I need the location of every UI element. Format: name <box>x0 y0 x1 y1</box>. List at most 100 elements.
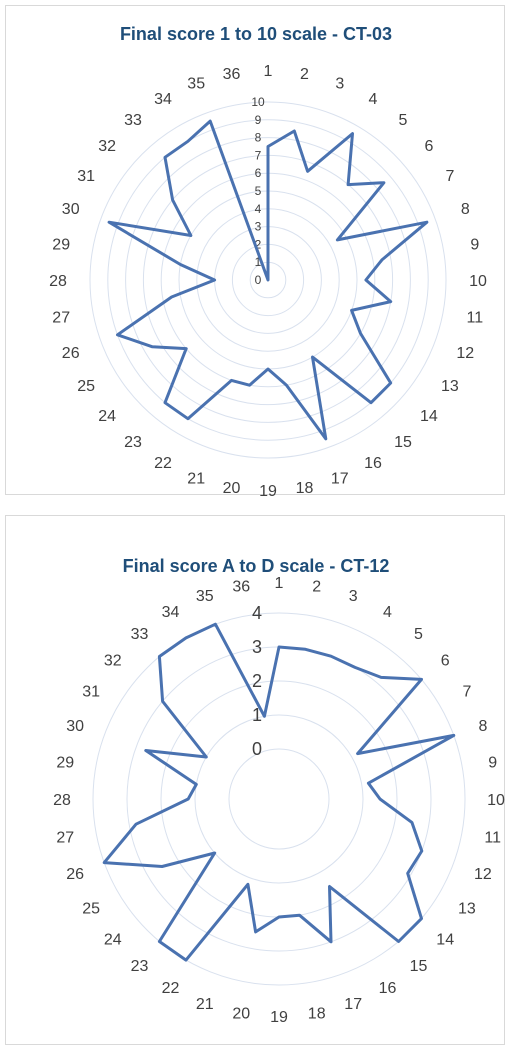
category-label: 16 <box>364 455 382 472</box>
radial-tick-label: 6 <box>255 166 262 180</box>
category-label: 22 <box>154 455 172 472</box>
category-label: 18 <box>308 1006 326 1023</box>
category-label: 26 <box>62 345 80 362</box>
category-label: 10 <box>469 273 487 290</box>
category-label: 1 <box>275 575 284 592</box>
chart-title: Final score 1 to 10 scale - CT-03 <box>120 24 392 44</box>
grid-ring <box>125 137 411 423</box>
category-label: 34 <box>162 604 180 621</box>
category-label: 34 <box>154 91 172 108</box>
category-label: 17 <box>331 470 349 487</box>
category-label: 25 <box>77 378 95 395</box>
category-label: 32 <box>104 653 122 670</box>
radar-chart-ct03: Final score 1 to 10 scale - CT-03 012345… <box>49 24 487 496</box>
category-label: 31 <box>82 684 100 701</box>
category-label: 1 <box>264 63 273 80</box>
category-label: 2 <box>300 66 309 83</box>
radial-tick-label: 4 <box>255 202 262 216</box>
series-line <box>102 622 456 962</box>
category-label: 15 <box>410 958 428 975</box>
category-label: 6 <box>441 653 450 670</box>
category-label: 17 <box>344 996 362 1013</box>
grid-ring <box>107 119 429 441</box>
radial-tick-label: 1 <box>252 705 262 725</box>
category-label: 21 <box>196 996 214 1013</box>
category-label: 29 <box>56 754 74 771</box>
category-label: 4 <box>383 604 392 621</box>
category-label: 26 <box>66 866 84 883</box>
radial-tick-label: 0 <box>255 273 262 287</box>
category-label: 8 <box>461 201 470 218</box>
radial-tick-label: 10 <box>251 95 265 109</box>
chart-title: Final score A to D scale - CT-12 <box>123 556 390 576</box>
category-label: 25 <box>82 901 100 918</box>
grid-ring <box>126 646 432 952</box>
grid-ring <box>194 714 364 884</box>
radial-tick-label: 2 <box>252 671 262 691</box>
category-label: 27 <box>52 310 70 327</box>
category-label: 7 <box>462 684 471 701</box>
category-label: 24 <box>98 408 116 425</box>
radial-tick-label: 9 <box>255 113 262 127</box>
category-label: 9 <box>488 754 497 771</box>
radial-tick-label: 1 <box>255 255 262 269</box>
radial-tick-label: 3 <box>255 220 262 234</box>
category-label: 32 <box>98 138 116 155</box>
category-label: 29 <box>52 237 70 254</box>
category-label: 36 <box>232 578 250 595</box>
category-label: 35 <box>196 588 214 605</box>
category-label: 5 <box>399 112 408 129</box>
category-label: 8 <box>478 718 487 735</box>
category-label: 13 <box>458 901 476 918</box>
category-label: 14 <box>436 932 454 949</box>
radial-tick-label: 5 <box>255 184 262 198</box>
category-label: 5 <box>414 626 423 643</box>
category-label: 24 <box>104 932 122 949</box>
radial-tick-label: 2 <box>255 237 262 251</box>
grid-ring <box>228 748 330 850</box>
radial-tick-label: 0 <box>252 739 262 759</box>
category-label: 33 <box>124 112 142 129</box>
category-label: 30 <box>66 718 84 735</box>
category-label: 15 <box>394 434 412 451</box>
category-label: 36 <box>223 66 241 83</box>
category-label: 3 <box>349 588 358 605</box>
category-label: 9 <box>470 237 479 254</box>
category-label: 35 <box>187 76 205 93</box>
series-line <box>107 119 429 441</box>
category-label: 18 <box>296 480 314 496</box>
category-label: 19 <box>259 483 277 496</box>
grid-ring <box>89 101 447 459</box>
category-label: 2 <box>312 578 321 595</box>
radial-tick-label: 7 <box>255 148 262 162</box>
category-label: 19 <box>270 1009 288 1026</box>
category-label: 13 <box>441 378 459 395</box>
category-label: 20 <box>232 1006 250 1023</box>
category-label: 14 <box>420 408 438 425</box>
category-label: 12 <box>474 866 492 883</box>
category-label: 12 <box>456 345 474 362</box>
category-label: 16 <box>379 980 397 997</box>
category-label: 10 <box>487 792 505 809</box>
category-label: 21 <box>187 470 205 487</box>
category-label: 30 <box>62 201 80 218</box>
category-label: 22 <box>162 980 180 997</box>
category-label: 11 <box>484 830 501 847</box>
category-label: 6 <box>424 138 433 155</box>
category-label: 28 <box>53 792 71 809</box>
category-label: 28 <box>49 273 67 290</box>
category-label: 33 <box>131 626 149 643</box>
radial-tick-label: 8 <box>255 131 262 145</box>
category-label: 7 <box>445 168 454 185</box>
category-label: 27 <box>56 830 74 847</box>
category-label: 23 <box>131 958 149 975</box>
grid-ring <box>92 612 466 986</box>
category-label: 11 <box>466 310 483 327</box>
category-label: 4 <box>369 91 378 108</box>
category-label: 31 <box>77 168 95 185</box>
radial-tick-label: 4 <box>252 603 262 623</box>
category-label: 3 <box>335 76 344 93</box>
category-label: 23 <box>124 434 142 451</box>
